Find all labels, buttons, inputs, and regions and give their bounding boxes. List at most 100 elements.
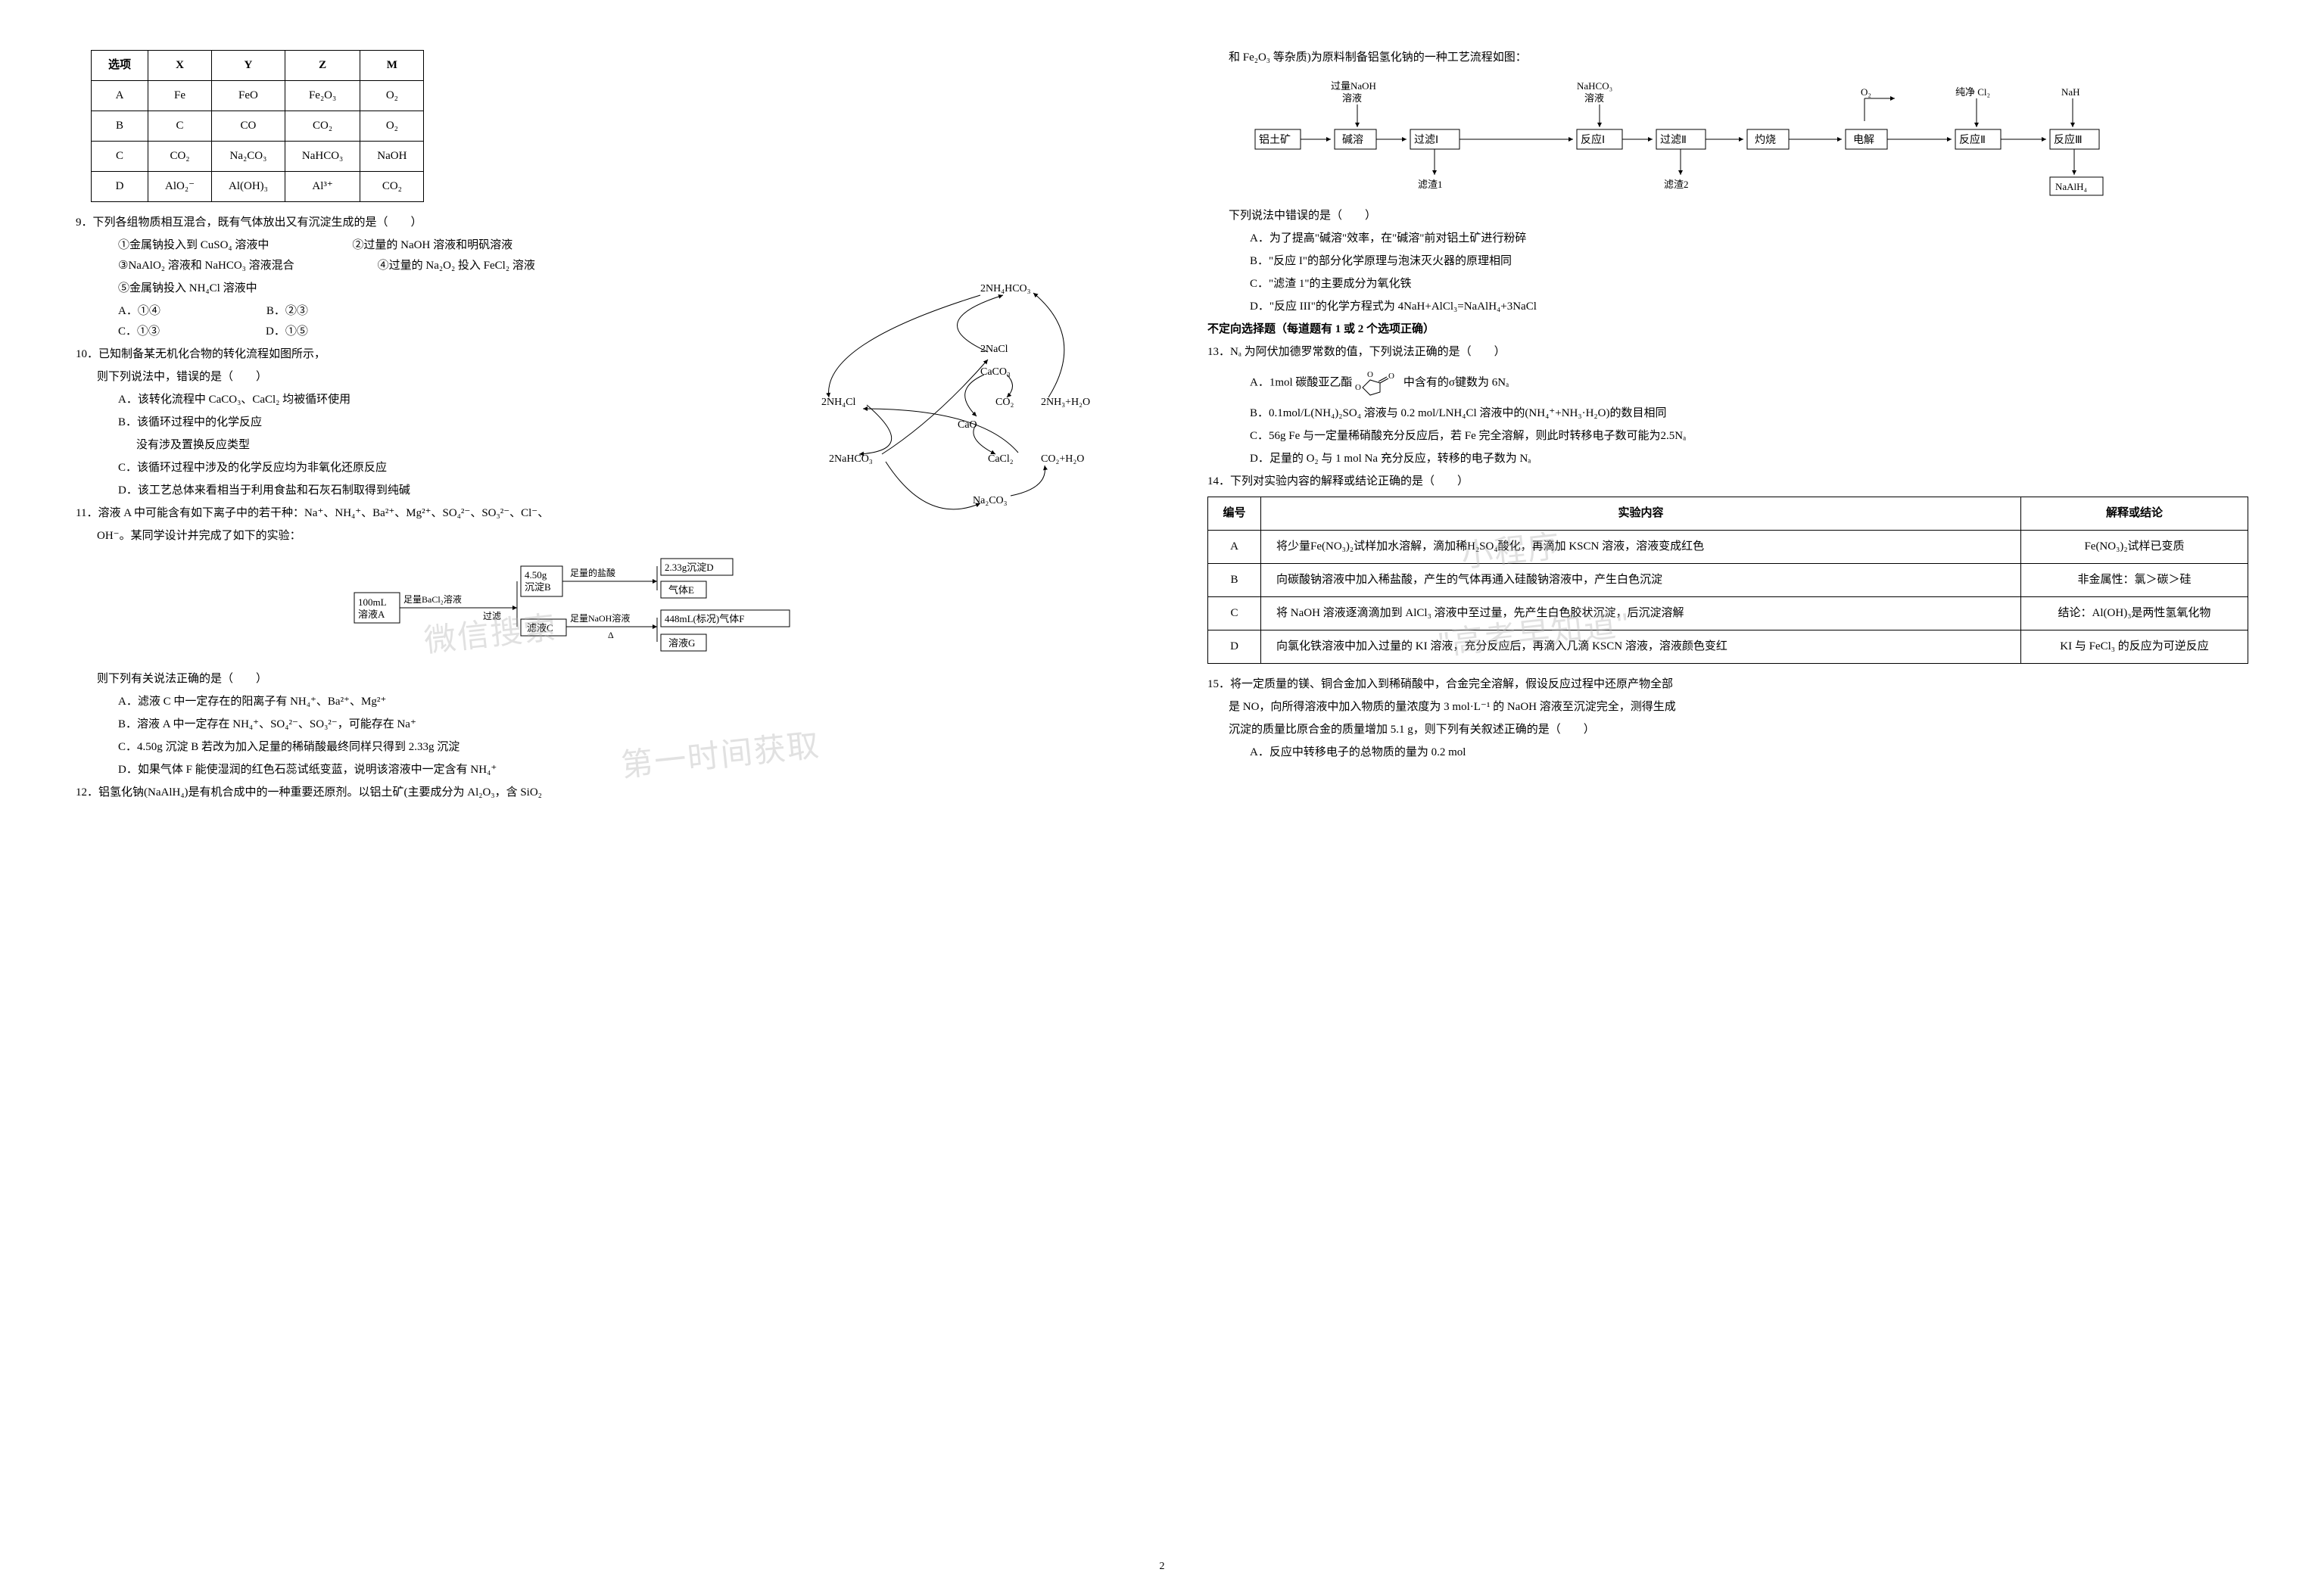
svg-text:448mL(标况)气体F: 448mL(标况)气体F [665,613,744,624]
q11-stem3: 则下列有关说法正确的是（ ） [76,669,1117,690]
svg-text:反应Ⅲ: 反应Ⅲ [2054,133,2083,146]
td: O₂ [360,81,424,111]
q11-od: D．如果气体 F 能使湿润的红色石蕊试纸变蓝，说明该溶液中一定含有 NH₄⁺ [76,760,1117,780]
th: X [148,51,212,81]
td: KI 与 FeCl₃ 的反应为可逆反应 [2021,630,2248,664]
td: CO₂ [285,111,360,142]
svg-text:反应Ⅰ: 反应Ⅰ [1581,133,1605,146]
td: C [1208,597,1261,630]
lbl: 2NaHCO₃ [829,453,873,465]
q11-oc: C．4.50g 沉淀 B 若改为加入足量的稀硝酸最终同样只得到 2.33g 沉淀 [76,737,1117,758]
svg-text:滤渣2: 滤渣2 [1664,179,1689,190]
q10-cycle-diagram: 2NH₄HCO₃ 2NaCl CaCO₃ 2NH₄Cl CO₂ 2NH₃+H₂O… [768,276,1117,549]
q12-stem: 12．铝氢化钠(NaAlH₄)是有机合成中的一种重要还原剂。以铝土矿(主要成分为… [76,783,1117,803]
svg-text:过滤Ⅰ: 过滤Ⅰ [1414,134,1438,146]
svg-text:溶液: 溶液 [1584,92,1604,104]
q15-l2: 是 NO，向所得溶液中加入物质的量浓度为 3 mol·L⁻¹ 的 NaOH 溶液… [1207,697,2248,718]
svg-text:O: O [1388,372,1394,381]
svg-text:O: O [1355,383,1361,392]
q13-oa-a: A．1mol 碳酸亚乙酯 [1250,376,1355,388]
svg-text:O: O [1367,370,1373,379]
svg-text:反应Ⅱ: 反应Ⅱ [1959,133,1986,146]
q11-oa: A．滤液 C 中一定存在的阳离子有 NH₄⁺、Ba²⁺、Mg²⁺ [76,692,1117,712]
svg-text:滤液C: 滤液C [527,622,553,634]
svg-text:过量NaOH: 过量NaOH [1331,80,1376,92]
q9-stem: 9．下列各组物质相互混合，既有气体放出又有沉淀生成的是（ ） [76,213,1117,233]
td: Fe [148,81,212,111]
q14-stem: 14．下列对实验内容的解释或结论正确的是（ ） [1207,472,2248,492]
lbl: 2NH₃+H₂O [1041,397,1090,408]
lbl: CaCl₂ [988,453,1014,465]
svg-text:灼烧: 灼烧 [1755,134,1776,146]
svg-text:过滤Ⅱ: 过滤Ⅱ [1660,134,1687,146]
svg-text:溶液: 溶液 [1342,92,1362,104]
svg-text:NaHCO₃: NaHCO₃ [1577,80,1612,92]
left-column: 选项 X Y Z M AFeFeOFe₂O₃O₂ BCCOCO₂O₂ CCO₂N… [76,45,1117,805]
svg-text:足量NaOH溶液: 足量NaOH溶液 [570,612,630,624]
svg-text:气体E: 气体E [668,584,694,596]
svg-text:碱溶: 碱溶 [1342,134,1363,146]
svg-text:O₂: O₂ [1861,86,1871,98]
q9-od: D．①⑤ [266,322,308,342]
th: 选项 [92,51,148,81]
q13-molecule-icon: O O O [1355,365,1400,401]
q11-flow-diagram: 100mL溶液A 足量BaCl₂溶液 过滤 4.50g沉淀B 足量的盐酸 2.3… [309,551,884,665]
q9-oa: A．①④ [118,301,160,322]
th: Z [285,51,360,81]
q9-c1: ①金属钠投入到 CuSO₄ 溶液中 [118,235,269,256]
q9-c2: ②过量的 NaOH 溶液和明矾溶液 [352,235,512,256]
th: 实验内容 [1261,497,2021,531]
q13-stem: 13．Nₐ 为阿伏加德罗常数的值，下列说法正确的是（ ） [1207,342,2248,363]
q12-stem3: 下列说法中错误的是（ ） [1207,206,2248,226]
td: Al³⁺ [285,172,360,202]
q8-table: 选项 X Y Z M AFeFeOFe₂O₃O₂ BCCOCO₂O₂ CCO₂N… [91,50,424,202]
td: Fe(NO₃)₂试样已变质 [2021,531,2248,564]
q15-oa: A．反应中转移电子的总物质的量为 0.2 mol [1207,743,2248,763]
svg-text:电解: 电解 [1853,134,1874,146]
q14-table: 编号 实验内容 解释或结论 A将少量Fe(NO₃)₂试样加水溶解，滴加稀H₂SO… [1207,497,2248,664]
q9-ob: B．②③ [266,301,308,322]
td: C [148,111,212,142]
q13-oc: C．56g Fe 与一定量稀硝酸充分反应后，若 Fe 完全溶解，则此时转移电子数… [1207,426,2248,447]
q13-od: D．足量的 O₂ 与 1 mol Na 充分反应，转移的电子数为 Nₐ [1207,449,2248,469]
section-header: 不定向选择题（每道题有 1 或 2 个选项正确） [1207,319,2248,340]
lbl: CO₂+H₂O [1041,453,1084,465]
svg-text:纯净 Cl₂: 纯净 Cl₂ [1955,86,1990,98]
td: 向氯化铁溶液中加入过量的 KI 溶液，充分反应后，再滴入几滴 KSCN 溶液，溶… [1261,630,2021,664]
th: 编号 [1208,497,1261,531]
td: A [92,81,148,111]
q9-c3: ③NaAlO₂ 溶液和 NaHCO₃ 溶液混合 [118,256,294,276]
svg-text:沉淀B: 沉淀B [525,581,551,593]
svg-text:足量的盐酸: 足量的盐酸 [570,567,615,578]
right-column: 和 Fe₂O₃ 等杂质)为原料制备铝氢化钠的一种工艺流程如图： 过量NaOH溶液… [1207,45,2248,805]
td: 结论：Al(OH)₃是两性氢氧化物 [2021,597,2248,630]
td: AlO₂⁻ [148,172,212,202]
q9-c4: ④过量的 Na₂O₂ 投入 FeCl₂ 溶液 [378,256,535,276]
q12-stem-r: 和 Fe₂O₃ 等杂质)为原料制备铝氢化钠的一种工艺流程如图： [1207,48,2248,68]
td: D [1208,630,1261,664]
td: O₂ [360,111,424,142]
td: Na₂CO₃ [212,142,285,172]
svg-text:2.33g沉淀D: 2.33g沉淀D [665,562,714,573]
q12-oa: A．为了提高"碱溶"效率，在"碱溶"前对铝土矿进行粉碎 [1207,229,2248,249]
td: CO₂ [360,172,424,202]
lbl: CaCO₃ [980,366,1011,378]
td: B [1208,564,1261,597]
td: B [92,111,148,142]
svg-text:溶液A: 溶液A [358,609,385,620]
q15-l3: 沉淀的质量比原合金的质量增加 5.1 g，则下列有关叙述正确的是（ ） [1207,720,2248,740]
lbl: CO₂ [995,397,1014,408]
td: C [92,142,148,172]
td: D [92,172,148,202]
td: CO [212,111,285,142]
td: NaHCO₃ [285,142,360,172]
q15-l1: 15．将一定质量的镁、铜合金加入到稀硝酸中，合金完全溶解，假设反应过程中还原产物… [1207,674,2248,695]
lbl: 2NaCl [980,344,1008,355]
td: FeO [212,81,285,111]
svg-text:溶液G: 溶液G [668,637,695,649]
svg-text:NaH: NaH [2061,86,2080,98]
q13-ob: B．0.1mol/L(NH₄)₂SO₄ 溶液与 0.2 mol/LNH₄Cl 溶… [1207,403,2248,424]
td: 将 NaOH 溶液逐滴滴加到 AlCl₃ 溶液中至过量，先产生白色胶状沉淀，后沉… [1261,597,2021,630]
svg-text:NaAlH₄: NaAlH₄ [2055,181,2088,192]
svg-text:过滤: 过滤 [483,611,501,621]
